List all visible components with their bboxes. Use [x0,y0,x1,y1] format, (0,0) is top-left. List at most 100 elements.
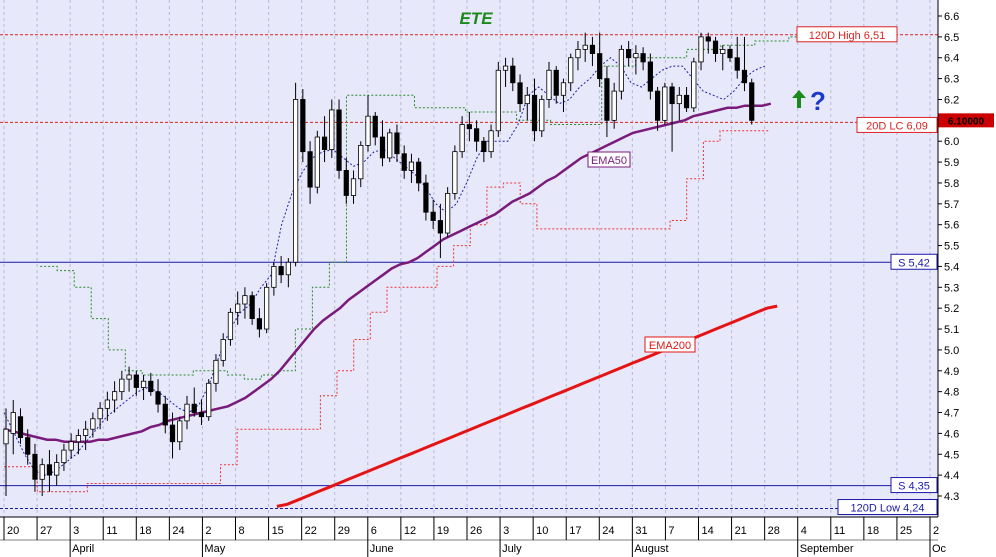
y-axis: 6.66.56.46.36.26.16.05.95.85.75.65.55.45… [938,11,994,503]
candle-body [372,115,378,138]
candle [264,283,270,334]
candle [473,120,480,152]
candle-body [727,48,733,59]
candle [119,370,125,400]
candle-body [17,416,24,438]
x-tick-label: 20 [7,525,19,537]
candle-body [495,69,501,132]
candle [90,412,96,438]
candle-body [329,109,335,150]
candle-body [235,303,241,313]
candle [720,45,726,71]
candle [112,381,118,413]
candle [83,420,89,451]
y-tick-label: 4.4 [944,470,959,482]
x-tick-label: 8 [239,525,245,537]
candle [25,429,31,465]
candle-body [278,266,284,276]
label-s542-text: S 5,42 [898,257,930,269]
candle-body [734,57,740,71]
candle [604,66,610,138]
candle [278,256,284,284]
candle [235,291,241,325]
candle-body [285,261,291,276]
label-ema50-text: EMA50 [591,155,627,167]
candle [155,379,161,413]
chart-title: ETE [459,9,493,28]
candle [741,36,748,92]
candle-body [343,170,349,196]
level-lines [0,34,938,510]
candle [329,99,335,158]
level-labels: 120D High 6,51 20D LC 6,09 S 5,42 S 4,35 120… [587,26,938,516]
upper-channel-line [40,36,806,380]
candle-body [249,295,255,320]
candle-body [90,418,96,430]
x-tick-label: 3 [503,525,509,537]
candle-body [162,403,168,426]
y-tick-label: 4.9 [944,366,959,378]
candle-body [191,403,197,413]
candle [640,47,646,71]
candle-body [350,178,357,196]
y-tick-label: 5.3 [944,282,959,294]
candle [705,32,711,54]
candle [488,124,494,158]
candle-body [618,48,625,92]
candle [249,291,255,325]
x-tick-label: 27 [40,525,52,537]
candle [285,258,291,288]
x-tick-label: 4 [801,525,807,537]
candle [256,308,263,338]
candle [495,61,501,138]
candle-body [597,53,603,80]
candle-body [292,99,299,263]
candle [647,53,653,100]
candle [683,86,690,112]
candle-body [749,82,755,121]
y-tick-label: 5.6 [944,220,959,232]
label-s435-box [890,477,938,494]
candle-body [25,437,31,455]
candle [691,57,697,112]
candle-body [445,192,451,234]
y-tick-label: 4.8 [944,387,959,399]
candle [582,32,588,62]
y-tick-label: 5.2 [944,303,959,315]
candle [568,53,574,92]
candle-body [256,318,263,330]
candle-body [97,407,103,420]
candle-body [61,449,67,464]
label-20d-lc-text: 20D LC 6,09 [866,120,928,132]
candle-body [112,391,118,401]
label-s542: S 5,42 [890,253,938,270]
candle-body [307,151,313,188]
candle-body [264,286,270,330]
x-tick-label: 11 [834,525,845,537]
label-ema200-box [644,336,696,353]
candle-body [387,132,393,159]
candle [365,95,371,152]
candle-body [626,48,632,59]
x-tick-label: 28 [768,525,780,537]
candle-body [206,382,212,418]
candle [517,74,523,112]
candle-body [683,94,690,109]
candle [669,82,675,152]
candle [459,116,465,158]
candle [712,36,719,62]
candle-body [416,161,422,184]
candle-body [741,69,748,84]
y-tick-label: 5.4 [944,261,959,273]
candle-body [394,132,400,155]
label-20d-lc: 20D LC 6,09 [856,116,938,133]
month-label: September [800,543,854,555]
label-120d-high: 120D High 6,51 [796,26,898,43]
candle [655,86,661,131]
vertical-gridlines [3,0,931,517]
month-label: Oc [932,543,947,555]
candle-body [68,441,74,451]
candle [394,124,400,163]
candle-body [698,36,704,63]
